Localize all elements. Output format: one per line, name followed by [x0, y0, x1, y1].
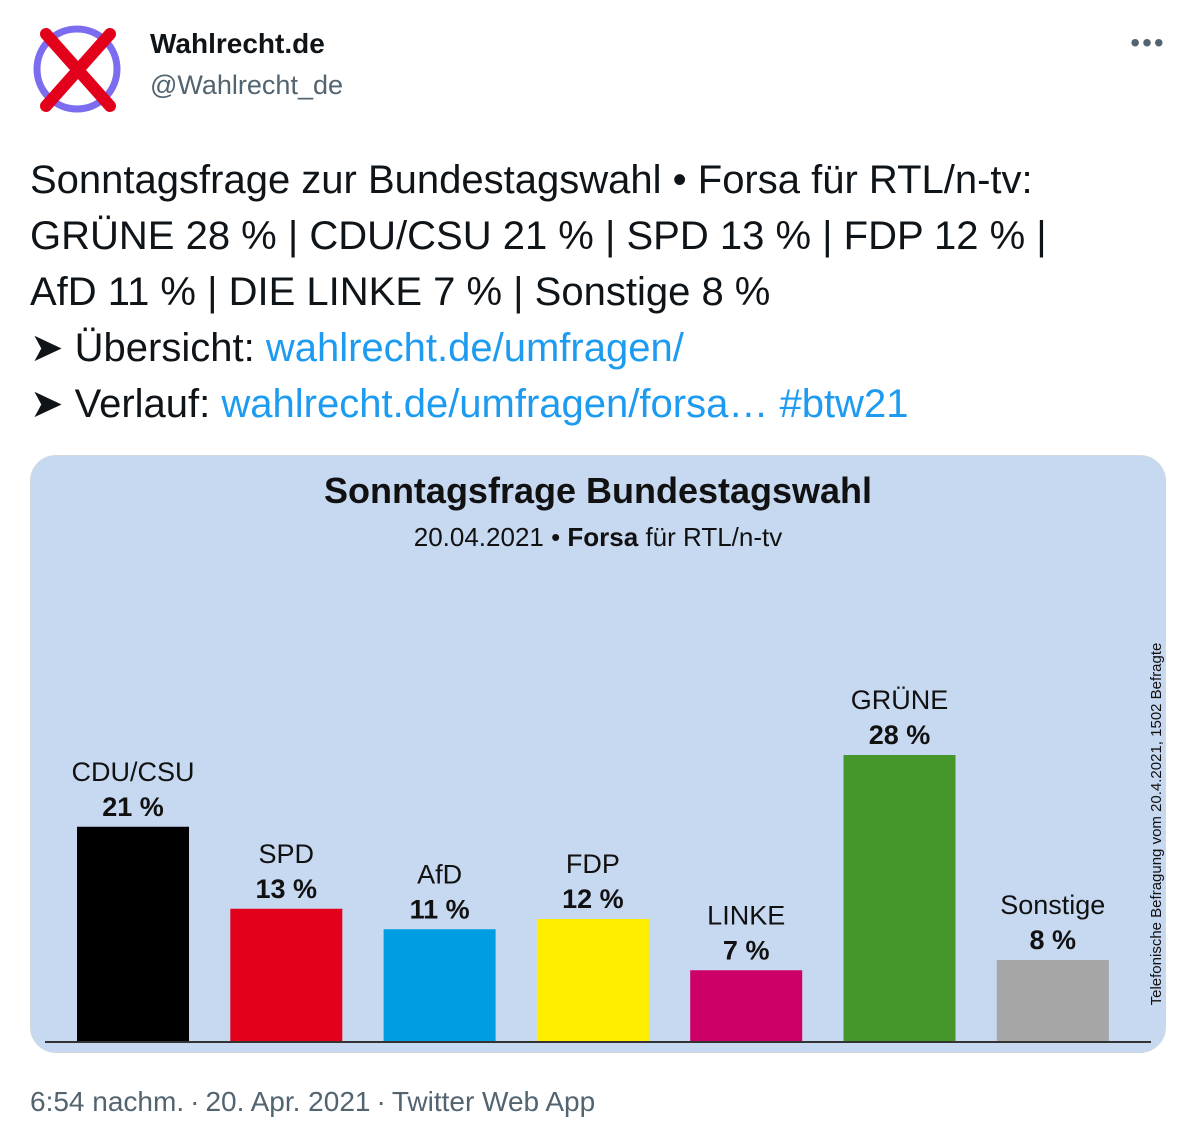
- bar-4: [690, 970, 803, 1042]
- history-link[interactable]: wahlrecht.de/umfragen/forsa…: [221, 382, 769, 426]
- more-options-icon[interactable]: •••: [1130, 27, 1166, 58]
- chart-title: Sonntagsfrage Bundestagswahl: [324, 470, 872, 511]
- tweet-text: Sonntagsfrage zur Bundestagswahl • Forsa…: [30, 152, 1180, 432]
- overview-link[interactable]: wahlrecht.de/umfragen/: [265, 326, 684, 370]
- bar-value-label: 11 %: [410, 894, 470, 924]
- x-cross-avatar-icon[interactable]: [30, 22, 124, 116]
- bar-value-label: 13 %: [256, 874, 318, 904]
- bar-value-label: 12 %: [562, 884, 624, 914]
- account-name[interactable]: Wahlrecht.de: [150, 28, 325, 59]
- bar-category-label: SPD: [259, 839, 315, 869]
- bar-category-label: LINKE: [707, 900, 785, 930]
- bar-2: [383, 929, 496, 1042]
- tweet-line: AfD 11 % | DIE LINKE 7 % | Sonstige 8 %: [30, 270, 771, 314]
- bar-value-label: 7 %: [723, 935, 770, 965]
- footer-separator: ·: [376, 1086, 386, 1117]
- chart-subtitle-institute: Forsa: [567, 522, 638, 552]
- bar-value-label: 28 %: [869, 720, 931, 750]
- tweet-source[interactable]: Twitter Web App: [391, 1086, 596, 1117]
- bar-1: [230, 908, 343, 1042]
- bar-category-label: FDP: [566, 849, 620, 879]
- bar-chart: Sonntagsfrage Bundestagswahl 20.04.2021 …: [31, 456, 1165, 1052]
- bars-group: CDU/CSU 21 % SPD 13 % AfD 11 % FDP 12 % LINKE 7 %…: [71, 685, 1109, 1042]
- chart-side-note: Telefonische Befragung vom 20.4.2021, 15…: [1148, 643, 1165, 1006]
- tweet-line-overview: ➤ Übersicht: wahlrecht.de/umfragen/: [30, 320, 1180, 376]
- bar-category-label: AfD: [417, 859, 462, 889]
- chart-subtitle-date: 20.04.2021 •: [414, 522, 568, 552]
- bar-0: [77, 826, 189, 1042]
- bar-5: [843, 755, 956, 1042]
- tweet-line: Sonntagsfrage zur Bundestagswahl • Forsa…: [30, 158, 1033, 202]
- tweet-date[interactable]: 20. Apr. 2021: [205, 1086, 371, 1117]
- account-handle[interactable]: @Wahlrecht_de: [150, 70, 343, 100]
- bar-category-label: Sonstige: [1000, 890, 1105, 920]
- bar-3: [536, 919, 649, 1042]
- chart-subtitle: 20.04.2021 • Forsa für RTL/n-tv: [414, 522, 783, 552]
- hashtag-link[interactable]: #btw21: [779, 382, 909, 426]
- chart-image[interactable]: Sonntagsfrage Bundestagswahl 20.04.2021 …: [30, 455, 1166, 1053]
- tweet-time[interactable]: 6:54 nachm.: [30, 1086, 185, 1117]
- tweet-header: Wahlrecht.de @Wahlrecht_de •••: [0, 0, 1200, 140]
- tweet-line-history: ➤ Verlauf: wahlrecht.de/umfragen/forsa… …: [30, 376, 1180, 432]
- bar-category-label: CDU/CSU: [71, 757, 194, 787]
- bar-category-label: GRÜNE: [851, 685, 949, 715]
- chart-subtitle-client: für RTL/n-tv: [638, 522, 782, 552]
- tweet-line: GRÜNE 28 % | CDU/CSU 21 % | SPD 13 % | F…: [30, 214, 1047, 258]
- bar-value-label: 8 %: [1030, 925, 1077, 955]
- tweet-footer: 6:54 nachm. · 20. Apr. 2021 · Twitter Web Ap…: [30, 1086, 595, 1118]
- overview-prefix: ➤ Übersicht:: [30, 326, 266, 370]
- bar-6: [996, 960, 1109, 1042]
- footer-separator: ·: [190, 1086, 200, 1117]
- bar-value-label: 21 %: [102, 792, 164, 822]
- history-prefix: ➤ Verlauf:: [30, 382, 222, 426]
